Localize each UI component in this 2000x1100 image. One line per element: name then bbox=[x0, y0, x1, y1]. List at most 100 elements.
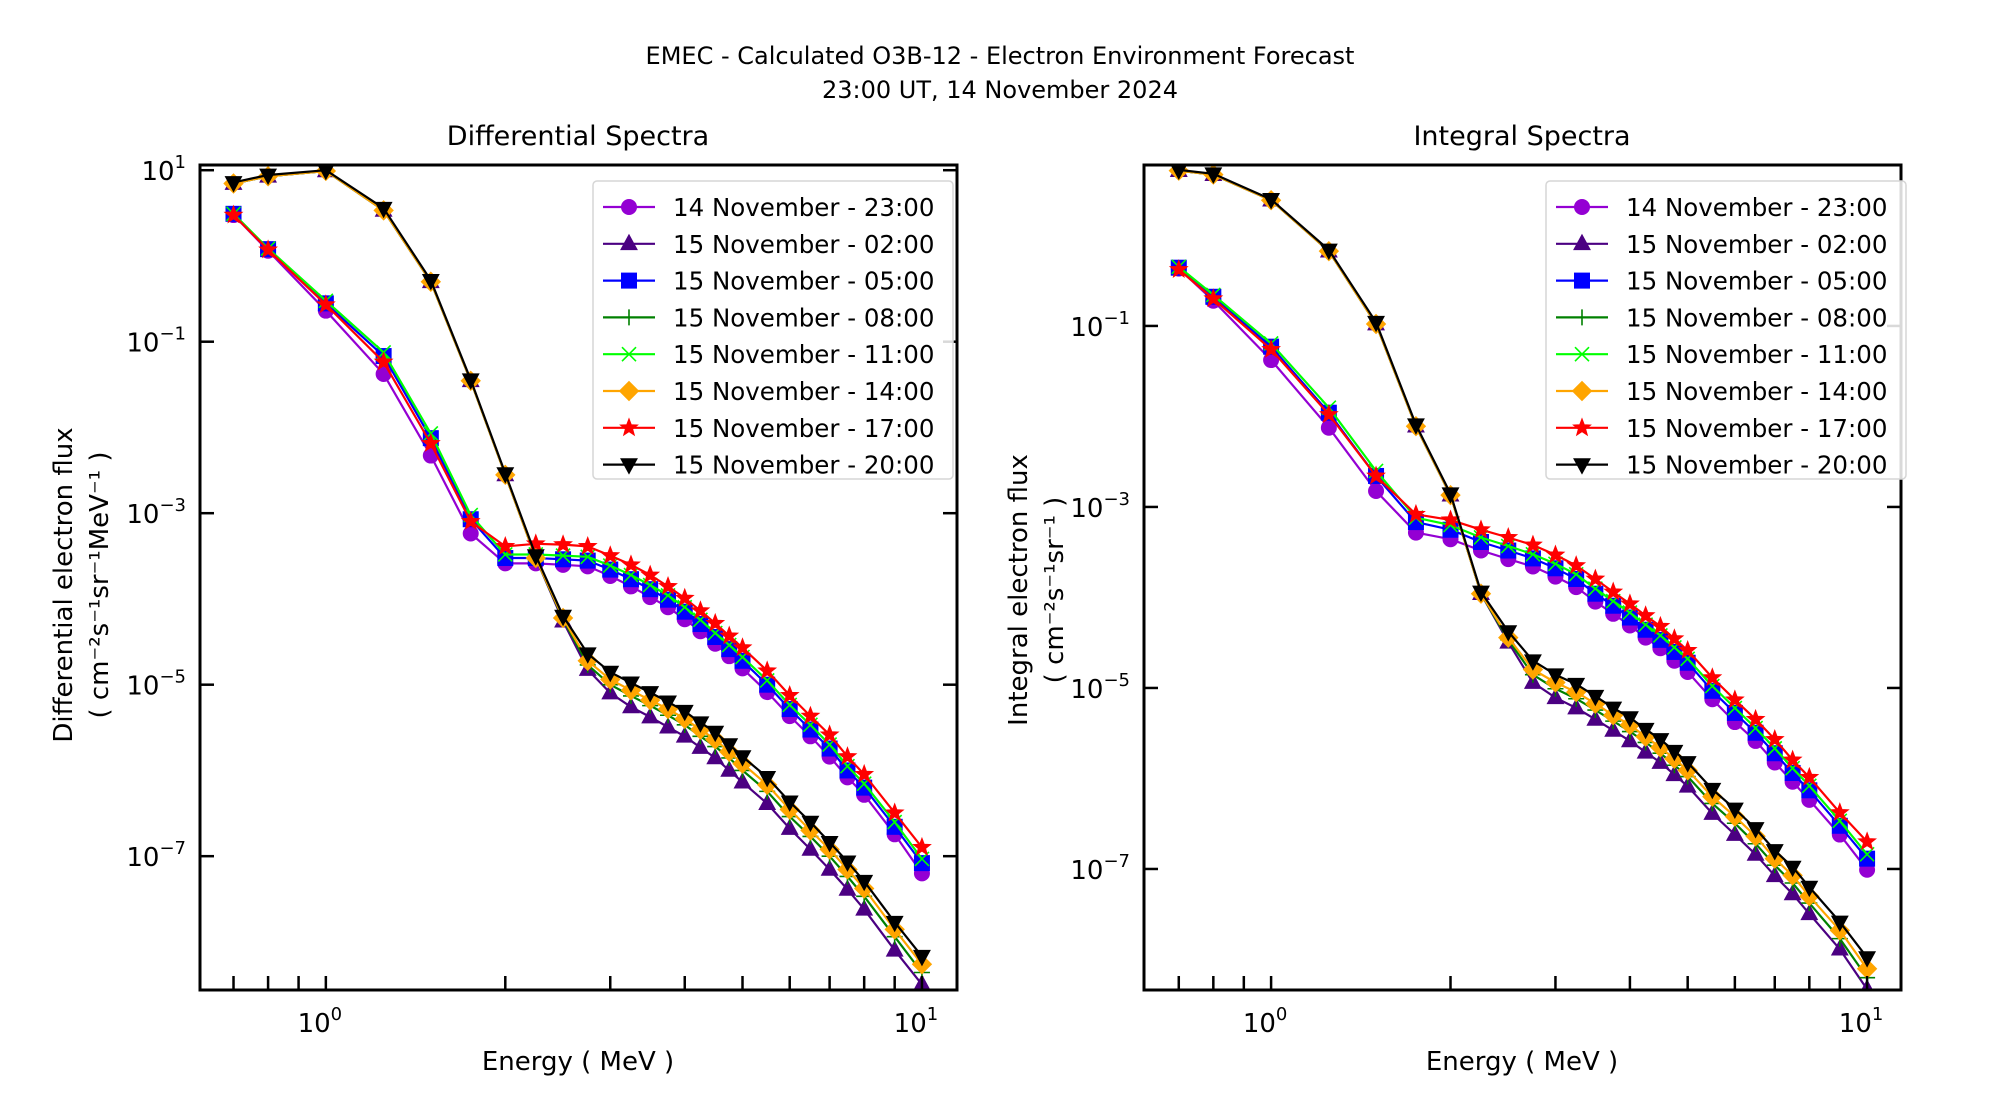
data-point bbox=[705, 612, 726, 632]
legend-marker-square-icon bbox=[621, 272, 637, 289]
data-point bbox=[1665, 744, 1684, 762]
data-point bbox=[1168, 259, 1189, 278]
data-point bbox=[622, 676, 640, 693]
y-tick-exponent: −7 bbox=[159, 838, 186, 859]
data-point bbox=[885, 940, 904, 957]
data-point bbox=[1664, 628, 1685, 648]
data-point bbox=[780, 795, 799, 812]
data-point bbox=[733, 772, 752, 789]
legend-label: 15 November - 08:00 bbox=[673, 303, 934, 332]
data-point bbox=[1620, 593, 1640, 613]
legend-label: 15 November - 08:00 bbox=[1626, 303, 1887, 332]
data-point bbox=[1170, 165, 1187, 180]
y-axis-units: ( cm⁻²s⁻¹sr⁻¹ ) bbox=[1040, 497, 1070, 684]
data-point bbox=[690, 600, 711, 620]
data-point bbox=[820, 859, 839, 876]
legend-item: 15 November - 02:00 bbox=[603, 230, 934, 259]
y-tick-base: 10 bbox=[141, 157, 174, 187]
legend-item: 15 November - 08:00 bbox=[603, 303, 934, 332]
data-point bbox=[1567, 677, 1586, 695]
data-point bbox=[758, 793, 777, 810]
data-point bbox=[1725, 824, 1744, 841]
data-point bbox=[1203, 288, 1224, 308]
legend-label: 15 November - 14:00 bbox=[1626, 377, 1887, 406]
legend-label: 15 November - 11:00 bbox=[673, 340, 934, 369]
legend-label: 14 November - 23:00 bbox=[1626, 193, 1887, 222]
data-point bbox=[1498, 527, 1519, 546]
data-point bbox=[1651, 733, 1670, 750]
data-point bbox=[1635, 605, 1656, 625]
x-tick-base: 10 bbox=[894, 1009, 927, 1039]
y-tick-exponent: −1 bbox=[1103, 308, 1130, 329]
data-point bbox=[1857, 831, 1877, 851]
integral-spectra-panel: Integral Spectra 100 10110−110−310−510−71… bbox=[1004, 121, 1907, 1077]
x-tick-exponent: 0 bbox=[1276, 1004, 1287, 1025]
series-square bbox=[1170, 259, 1876, 867]
legend-marker-triangle-up-icon bbox=[620, 233, 638, 251]
data-point bbox=[460, 511, 481, 530]
data-point bbox=[495, 535, 516, 555]
series-layer bbox=[1168, 165, 1878, 990]
legend-marker-star-icon bbox=[1572, 417, 1592, 437]
x-tick-exponent: 1 bbox=[1872, 1004, 1883, 1025]
legend-marker-circle-icon bbox=[1574, 199, 1590, 215]
data-point bbox=[913, 949, 931, 967]
data-point bbox=[675, 726, 694, 743]
legend-label: 15 November - 14:00 bbox=[673, 377, 934, 406]
data-point bbox=[885, 915, 904, 933]
data-point bbox=[578, 647, 597, 664]
data-point bbox=[1406, 503, 1426, 523]
x-tick-label: 100 bbox=[298, 1004, 343, 1039]
legend-label: 15 November - 02:00 bbox=[673, 230, 934, 259]
y-tick-exponent: −5 bbox=[159, 667, 186, 688]
data-point bbox=[855, 874, 874, 892]
data-point bbox=[819, 724, 840, 744]
y-tick-label: 10−1 bbox=[1070, 308, 1130, 343]
data-point bbox=[421, 273, 440, 291]
y-tick-exponent: −3 bbox=[1103, 489, 1130, 510]
legend-item: 15 November - 11:00 bbox=[1556, 340, 1887, 369]
legend-item: 15 November - 05:00 bbox=[1556, 267, 1887, 296]
data-point bbox=[1566, 555, 1587, 575]
y-ticks: 10−110−310−510−7 bbox=[1070, 308, 1901, 886]
y-tick-label: 10−5 bbox=[1070, 670, 1130, 705]
legend-marker-circle-icon bbox=[621, 199, 637, 215]
data-point bbox=[1471, 519, 1491, 539]
data-point bbox=[579, 552, 596, 569]
data-point bbox=[759, 676, 776, 693]
legend-marker-diamond-icon bbox=[1571, 380, 1593, 402]
series-layer bbox=[223, 165, 933, 990]
data-point bbox=[1636, 722, 1655, 740]
y-tick-label: 10−3 bbox=[126, 495, 186, 530]
legend-label: 15 November - 17:00 bbox=[1626, 414, 1887, 443]
data-point bbox=[1801, 782, 1818, 799]
data-point bbox=[1858, 951, 1877, 968]
y-tick-label: 101 bbox=[141, 152, 186, 187]
data-point bbox=[1603, 581, 1624, 601]
data-point bbox=[1703, 782, 1722, 800]
y-tick-label: 10−7 bbox=[126, 838, 186, 873]
data-point bbox=[1679, 654, 1696, 671]
data-point bbox=[554, 609, 573, 627]
data-point bbox=[600, 545, 621, 565]
legend-marker-triangle-down-icon bbox=[620, 458, 638, 475]
legend-marker-triangle-up-icon bbox=[1573, 233, 1591, 251]
data-point bbox=[1441, 487, 1460, 504]
data-point bbox=[675, 704, 694, 722]
x-tick-label: 100 bbox=[1243, 1004, 1288, 1039]
data-point bbox=[223, 204, 244, 224]
data-point bbox=[1765, 865, 1784, 883]
legend-item: 15 November - 14:00 bbox=[1556, 377, 1887, 406]
data-point bbox=[1678, 776, 1697, 793]
legend-item: 15 November - 05:00 bbox=[603, 267, 934, 296]
data-point bbox=[1783, 860, 1802, 878]
data-point bbox=[1499, 625, 1518, 642]
data-point bbox=[1318, 404, 1339, 423]
series-star bbox=[1168, 259, 1877, 851]
legend-marker-x-icon bbox=[1574, 346, 1590, 362]
data-point bbox=[1782, 749, 1803, 769]
data-point bbox=[1800, 903, 1819, 921]
data-point bbox=[732, 637, 753, 657]
